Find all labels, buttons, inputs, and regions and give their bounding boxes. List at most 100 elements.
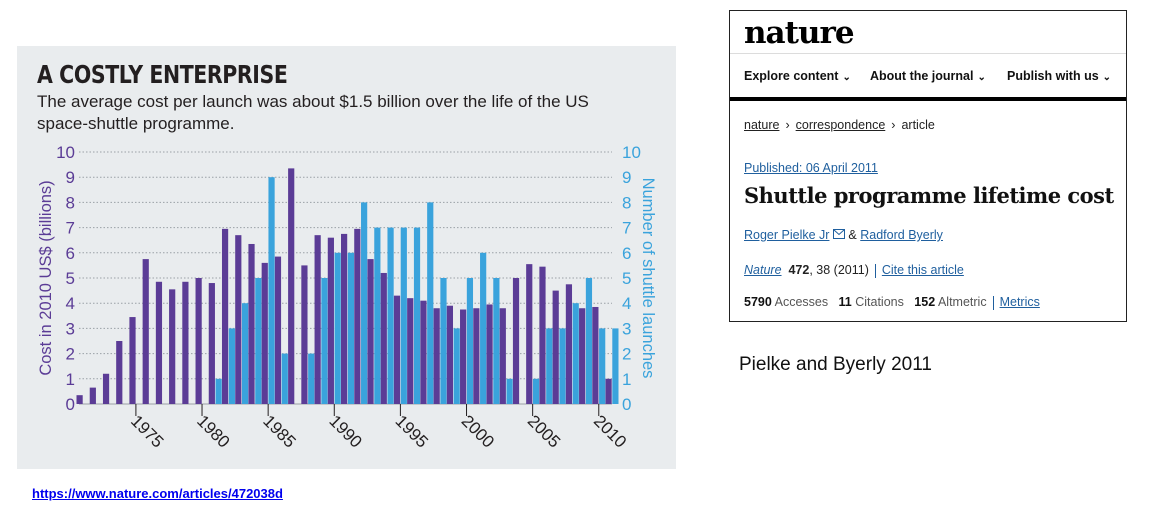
- volume-number: 472: [788, 263, 810, 277]
- x-tick-label: 2000: [458, 411, 498, 451]
- y-tick-label-right: 2: [622, 345, 631, 364]
- launch-bar: [347, 252, 354, 404]
- launch-bar: [427, 202, 434, 404]
- journal-link[interactable]: Nature: [744, 263, 782, 277]
- y-tick-label-right: 1: [622, 370, 631, 389]
- x-tick-label: 2010: [590, 411, 630, 451]
- nav-explore-content[interactable]: Explore content ⌄: [744, 69, 851, 83]
- breadcrumb-nature[interactable]: nature: [744, 118, 780, 132]
- cost-bar: [288, 168, 295, 404]
- x-tick-label: 2005: [524, 411, 564, 451]
- article-metrics: 5790 Accesses 11 Citations 152 Altmetric…: [744, 295, 1040, 310]
- y-tick-label-right: 7: [622, 219, 631, 238]
- cost-bar: [274, 256, 282, 404]
- nature-logo[interactable]: nature: [744, 15, 855, 51]
- launch-bar: [334, 252, 341, 404]
- cost-bar: [393, 295, 401, 404]
- cost-bar: [460, 309, 467, 404]
- nav-publish-with-us[interactable]: Publish with us ⌄: [1007, 69, 1111, 83]
- y-tick-label-left: 3: [66, 319, 75, 338]
- y-tick-label-left: 10: [56, 143, 75, 162]
- mail-icon[interactable]: [832, 229, 845, 239]
- launch-bar: [387, 227, 394, 404]
- cost-bar: [341, 233, 348, 404]
- cost-bar: [169, 289, 176, 404]
- cost-bar: [89, 387, 96, 404]
- x-tick-label: 1985: [259, 411, 299, 451]
- x-tick-label: 1995: [392, 411, 432, 451]
- cost-bar: [367, 259, 374, 404]
- launch-bar: [413, 227, 421, 404]
- y-tick-label-right: 9: [622, 168, 631, 187]
- cost-bar: [327, 237, 334, 404]
- launch-bar: [228, 328, 235, 404]
- citation-pages: , 38 (2011): [809, 263, 869, 277]
- cost-bar: [512, 278, 520, 404]
- y-tick-label-left: 7: [66, 219, 75, 238]
- citation-line: Nature 472, 38 (2011) Cite this article: [744, 263, 964, 278]
- source-link[interactable]: https://www.nature.com/articles/472038d: [32, 486, 283, 501]
- cost-bar: [499, 308, 506, 404]
- cost-bar: [433, 308, 440, 404]
- divider: [874, 263, 876, 278]
- cost-bar: [102, 373, 110, 404]
- author-separator: &: [848, 228, 857, 242]
- cost-bar: [301, 265, 308, 404]
- cost-bar: [486, 304, 493, 404]
- altmetric-count: 152: [914, 295, 936, 309]
- x-tick-label: 1975: [127, 411, 167, 451]
- y-tick-label-right: 3: [622, 319, 631, 338]
- cost-bar: [579, 308, 586, 404]
- y-tick-label-left: 2: [66, 345, 75, 364]
- cost-bar: [380, 272, 387, 404]
- launch-bar: [255, 278, 262, 404]
- launch-bar: [546, 328, 553, 404]
- launch-bar: [612, 328, 619, 404]
- author-list: Roger Pielke Jr & Radford Byerly: [744, 228, 943, 242]
- launch-bar: [374, 227, 381, 404]
- breadcrumb: nature › correspondence › article: [744, 118, 935, 132]
- cost-bar: [314, 235, 321, 404]
- breadcrumb-correspondence[interactable]: correspondence: [795, 118, 886, 132]
- article-title: Shuttle programme lifetime cost: [744, 183, 1114, 208]
- slide-caption: Pielke and Byerly 2011: [739, 354, 932, 375]
- nav-about-journal[interactable]: About the journal ⌄: [870, 69, 986, 83]
- citations-label: Citations: [855, 295, 904, 309]
- y-tick-label-right: 8: [622, 193, 631, 212]
- y-tick-label-left: 5: [66, 269, 75, 288]
- y-tick-label-right: 5: [622, 269, 631, 288]
- cost-bar: [354, 228, 361, 404]
- cost-bar: [473, 308, 480, 404]
- launch-bar: [453, 328, 460, 404]
- cite-this-article-link[interactable]: Cite this article: [881, 263, 964, 277]
- cost-bar: [248, 243, 255, 404]
- author-link-byerly[interactable]: Radford Byerly: [860, 228, 943, 242]
- y-tick-label-right: 10: [622, 143, 641, 162]
- chevron-down-icon: ⌄: [842, 72, 851, 83]
- launch-bar: [572, 303, 579, 404]
- nav-bottom-bar: [730, 97, 1126, 101]
- launch-bar: [321, 278, 328, 404]
- launch-bar: [559, 328, 566, 404]
- metrics-link[interactable]: Metrics: [999, 295, 1040, 309]
- cost-bar: [129, 317, 136, 404]
- launch-bar: [599, 328, 606, 404]
- nav-explore-label: Explore content: [744, 69, 839, 83]
- cost-bar: [552, 290, 559, 404]
- breadcrumb-article: article: [901, 118, 935, 132]
- cost-bar: [420, 300, 427, 404]
- altmetric-label: Altmetric: [937, 295, 987, 309]
- published-date: Published: 06 April 2011: [744, 161, 878, 175]
- launch-bar: [466, 278, 474, 404]
- launch-bar: [585, 278, 593, 404]
- y-tick-label-left: 1: [66, 370, 75, 389]
- nav-publish-label: Publish with us: [1007, 69, 1099, 83]
- y-tick-label-left: 6: [66, 244, 75, 263]
- author-link-pielke[interactable]: Roger Pielke Jr: [744, 228, 830, 242]
- y-tick-label-left: 0: [66, 395, 75, 414]
- cost-bar: [221, 228, 229, 404]
- cost-bar: [182, 281, 189, 404]
- accesses-label: Accesses: [774, 295, 829, 309]
- cost-bar: [155, 281, 163, 404]
- launch-bar: [506, 378, 513, 404]
